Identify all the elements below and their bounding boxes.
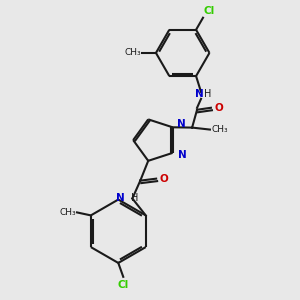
Text: N: N <box>116 194 124 203</box>
Text: CH₃: CH₃ <box>124 48 141 57</box>
Text: Cl: Cl <box>118 280 129 290</box>
Text: H: H <box>204 89 211 99</box>
Text: H: H <box>131 194 139 203</box>
Text: O: O <box>159 174 168 184</box>
Text: N: N <box>195 89 203 99</box>
Text: N: N <box>177 119 185 129</box>
Text: O: O <box>215 103 224 113</box>
Text: CH₃: CH₃ <box>59 208 76 217</box>
Text: CH₃: CH₃ <box>212 125 229 134</box>
Text: N: N <box>178 150 186 160</box>
Text: Cl: Cl <box>204 6 215 16</box>
